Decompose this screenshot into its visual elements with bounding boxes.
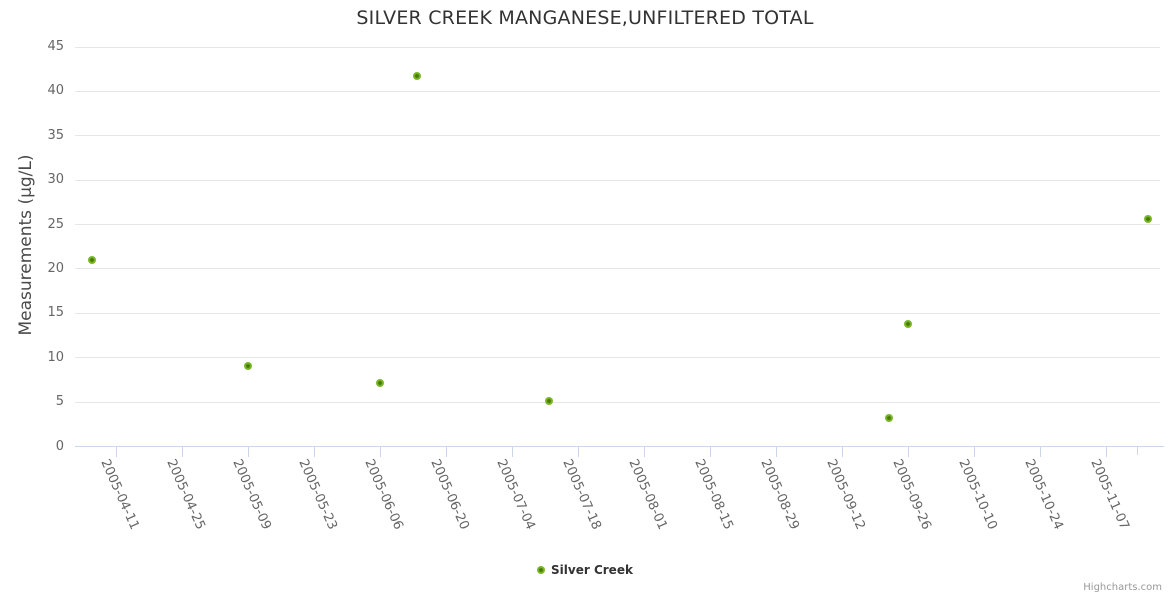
- x-axis-tick: [115, 446, 117, 457]
- y-axis-tick-label: 20: [47, 260, 64, 276]
- x-axis-tick: [313, 446, 315, 457]
- data-point[interactable]: [243, 361, 252, 370]
- x-axis-tick: [379, 446, 381, 457]
- y-axis-tick-label: 35: [47, 127, 64, 143]
- y-axis-tick-label: 30: [47, 172, 64, 188]
- y-axis-tick-label: 0: [55, 438, 64, 454]
- x-axis-tick: [1105, 446, 1107, 457]
- data-point[interactable]: [903, 319, 912, 328]
- x-axis-tick-label: 2005-04-25: [162, 457, 208, 533]
- x-axis-tick-label: 2005-10-24: [1020, 457, 1066, 533]
- x-axis-tick: [1136, 446, 1138, 455]
- chart-title: SILVER CREEK MANGANESE,UNFILTERED TOTAL: [356, 7, 814, 29]
- x-axis-tick-label: 2005-10-10: [954, 457, 1000, 533]
- y-axis-tick-label: 15: [47, 305, 64, 321]
- x-axis-tick-label: 2005-08-15: [690, 457, 736, 533]
- y-axis-tick-label: 10: [47, 349, 64, 365]
- x-axis-tick-label: 2005-07-04: [492, 457, 538, 533]
- highcharts-credits-link[interactable]: Highcharts.com: [1083, 582, 1162, 593]
- x-axis-tick-label: 2005-11-07: [1086, 457, 1132, 533]
- x-axis-tick-label: 2005-05-09: [228, 457, 274, 533]
- y-gridline: [75, 135, 1160, 137]
- x-axis-tick-label: 2005-04-11: [96, 457, 142, 533]
- x-axis-tick: [445, 446, 447, 457]
- x-axis-tick: [511, 446, 513, 457]
- legend-item-silver-creek[interactable]: Silver Creek: [0, 560, 1170, 580]
- x-axis-tick-label: 2005-06-06: [360, 457, 406, 533]
- x-axis-tick: [775, 446, 777, 457]
- y-gridline: [75, 357, 1160, 359]
- y-axis-tick-label: 40: [47, 83, 64, 99]
- x-axis-tick: [643, 446, 645, 457]
- x-axis-tick-label: 2005-07-18: [558, 457, 604, 533]
- y-axis-tick-label: 45: [47, 39, 64, 54]
- x-axis-tick: [709, 446, 711, 457]
- y-gridline: [75, 268, 1160, 270]
- x-axis-tick: [907, 446, 909, 457]
- y-axis-tick-label: 25: [47, 216, 64, 232]
- x-axis-tick: [1039, 446, 1041, 457]
- data-point[interactable]: [413, 72, 422, 81]
- x-axis-tick: [577, 446, 579, 457]
- data-point[interactable]: [545, 397, 554, 406]
- x-axis-line: [75, 446, 1164, 447]
- x-axis-tick: [973, 446, 975, 457]
- y-gridline: [75, 224, 1160, 226]
- data-point[interactable]: [87, 256, 96, 265]
- x-axis-tick: [247, 446, 249, 457]
- x-axis-tick-label: 2005-09-26: [888, 457, 934, 533]
- y-gridline: [75, 312, 1160, 314]
- data-point[interactable]: [375, 378, 384, 387]
- x-axis-tick-label: 2005-08-01: [624, 457, 670, 533]
- x-axis-tick-label: 2005-08-29: [756, 457, 802, 533]
- y-gridline: [75, 90, 1160, 92]
- y-gridline: [75, 179, 1160, 181]
- y-axis-tick-label: 5: [55, 394, 64, 410]
- y-gridline: [75, 401, 1160, 403]
- x-axis-tick: [181, 446, 183, 457]
- data-point[interactable]: [1143, 215, 1152, 224]
- data-point[interactable]: [884, 414, 893, 423]
- legend-item-label: Silver Creek: [551, 563, 633, 577]
- x-axis-tick: [841, 446, 843, 457]
- x-axis-tick-label: 2005-09-12: [822, 457, 868, 533]
- legend-marker-icon: [537, 566, 546, 574]
- x-axis-tick-label: 2005-06-20: [426, 457, 472, 533]
- x-axis-tick-label: 2005-05-23: [294, 457, 340, 533]
- y-gridline: [75, 46, 1160, 48]
